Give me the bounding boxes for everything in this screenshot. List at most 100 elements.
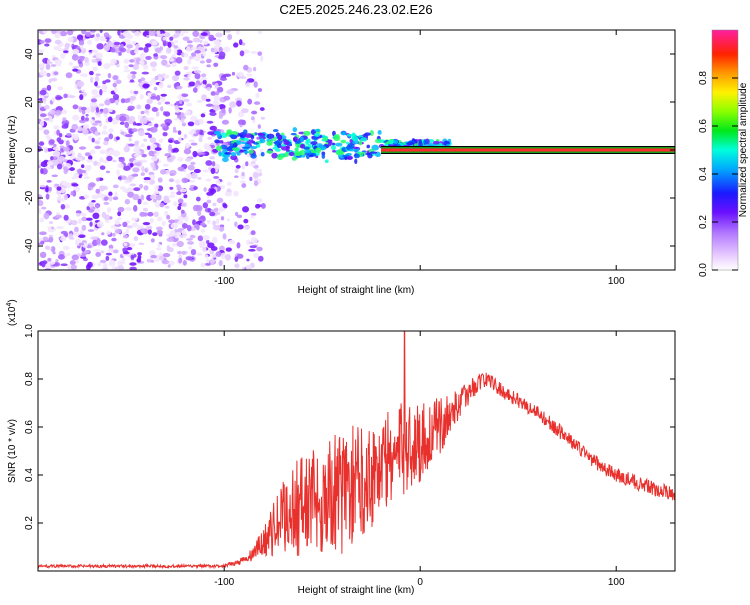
spectrogram-cell — [164, 32, 171, 38]
spectrogram-xtick-label: -100 — [214, 276, 234, 287]
spectrogram-cell — [148, 250, 156, 256]
spectrogram-cell — [95, 94, 101, 98]
spectrogram-cell — [94, 75, 100, 83]
spectrogram-cell — [56, 186, 62, 191]
spectrogram-ridge-cell — [377, 129, 382, 135]
spectrogram-cell — [67, 36, 74, 43]
spectrogram-cell — [139, 118, 148, 124]
spectrogram-cell — [63, 50, 69, 53]
spectrogram-cell — [158, 140, 163, 143]
spectrogram-cell — [86, 263, 91, 270]
spectrogram-cell — [175, 30, 182, 34]
spectrogram-cell — [150, 95, 158, 100]
spectrogram-cell — [161, 259, 170, 265]
colorbar-axes: 0.0 0.2 0.4 0.6 0.8 — [698, 29, 739, 277]
spectrogram-cell — [185, 110, 191, 116]
spectrogram-cell — [133, 90, 139, 95]
spectrogram-cell — [194, 223, 200, 229]
spectrogram-cell — [200, 77, 208, 81]
spectrogram-ridge-cell — [272, 136, 277, 142]
spectrogram-cell — [62, 117, 67, 121]
spectrogram-cell — [164, 118, 172, 124]
spectrogram-cell — [125, 228, 130, 234]
spectrogram-cell — [81, 109, 86, 115]
spectrogram-cell — [167, 41, 172, 48]
spectrogram-cell — [106, 207, 112, 214]
spectrogram-cell — [95, 107, 100, 113]
spectrogram-cell — [162, 36, 167, 41]
spectrogram-cell — [117, 176, 122, 180]
spectrogram-cell — [140, 77, 146, 82]
spectrogram-cell — [209, 188, 217, 194]
spectrogram-cell — [162, 131, 168, 137]
spectrogram-cell — [129, 162, 134, 168]
spectrogram-cell — [190, 248, 197, 256]
spectrogram-cell — [216, 86, 224, 93]
spectrogram-cell — [212, 202, 217, 207]
spectrogram-ridge-cell — [432, 140, 440, 145]
spectrogram-cell — [152, 232, 158, 237]
spectrogram-cell — [90, 101, 97, 107]
spectrogram-cell — [213, 47, 218, 53]
spectrogram-cell — [168, 144, 173, 151]
spectrogram-cell — [39, 184, 46, 188]
spectrogram-cell — [167, 84, 172, 89]
spectrogram-cell — [155, 247, 162, 251]
spectrogram-cell — [206, 86, 211, 92]
spectrogram-ridge-cell — [333, 135, 341, 142]
spectrogram-cell — [58, 132, 63, 138]
spectrogram-cell — [68, 95, 76, 99]
spectrogram-cell — [146, 98, 153, 104]
spectrogram-cell — [143, 179, 152, 184]
spectrogram-cell — [231, 71, 236, 76]
spectrogram-cell — [146, 34, 150, 39]
spectrogram-cell — [157, 177, 163, 183]
spectrogram-cell — [85, 217, 93, 221]
spectrogram-cell — [105, 219, 110, 223]
spectrogram-cell — [203, 187, 207, 192]
spectrogram-cell — [174, 70, 181, 76]
spectrogram-cell — [135, 150, 141, 155]
spectrogram-cell — [234, 263, 240, 269]
spectrogram-cell — [237, 111, 245, 118]
spectrogram-cell — [71, 54, 79, 61]
spectrogram-cell — [147, 229, 152, 235]
spectrogram-cell — [193, 186, 198, 190]
spectrogram-cell — [79, 94, 84, 101]
spectrogram-ytick-label: -20 — [24, 190, 35, 205]
spectrogram-ridge-cell — [260, 152, 265, 157]
spectrogram-cell — [55, 259, 59, 263]
spectrogram-cell — [92, 66, 98, 72]
spectrogram-cell — [190, 172, 198, 180]
spectrogram-cell — [160, 96, 166, 102]
spectrogram-cell — [127, 105, 135, 110]
spectrogram-cell — [129, 59, 135, 63]
spectrogram-cell — [182, 36, 190, 41]
spectrogram-cell — [242, 206, 250, 213]
spectrogram-cell — [183, 65, 189, 71]
spectrogram-cell — [192, 150, 198, 158]
spectrogram-cell — [158, 255, 165, 261]
spectrogram-cell — [72, 48, 80, 55]
spectrogram-cell — [200, 113, 206, 118]
spectrogram-cell — [256, 198, 263, 203]
spectrogram-cell — [213, 94, 220, 101]
spectrogram-cell — [202, 79, 207, 86]
spectrogram-cell — [116, 217, 122, 221]
spectrogram-cell — [122, 247, 128, 253]
spectrogram-cell — [234, 221, 238, 227]
spectrogram-cell — [108, 108, 113, 113]
spectrogram-cell — [183, 77, 190, 81]
spectrogram-cell — [80, 115, 85, 121]
spectrogram-cell — [60, 52, 66, 60]
spectrogram-ridge-cell — [378, 139, 387, 143]
spectrogram-cell — [87, 164, 92, 170]
spectrogram-cell — [178, 99, 183, 105]
spectrogram-cell — [159, 202, 165, 208]
spectrogram-cell — [112, 159, 117, 163]
spectrogram-cell — [190, 142, 198, 146]
spectrogram-cell — [178, 257, 183, 264]
spectrogram-cell — [186, 40, 193, 44]
spectrogram-cell — [190, 115, 197, 122]
